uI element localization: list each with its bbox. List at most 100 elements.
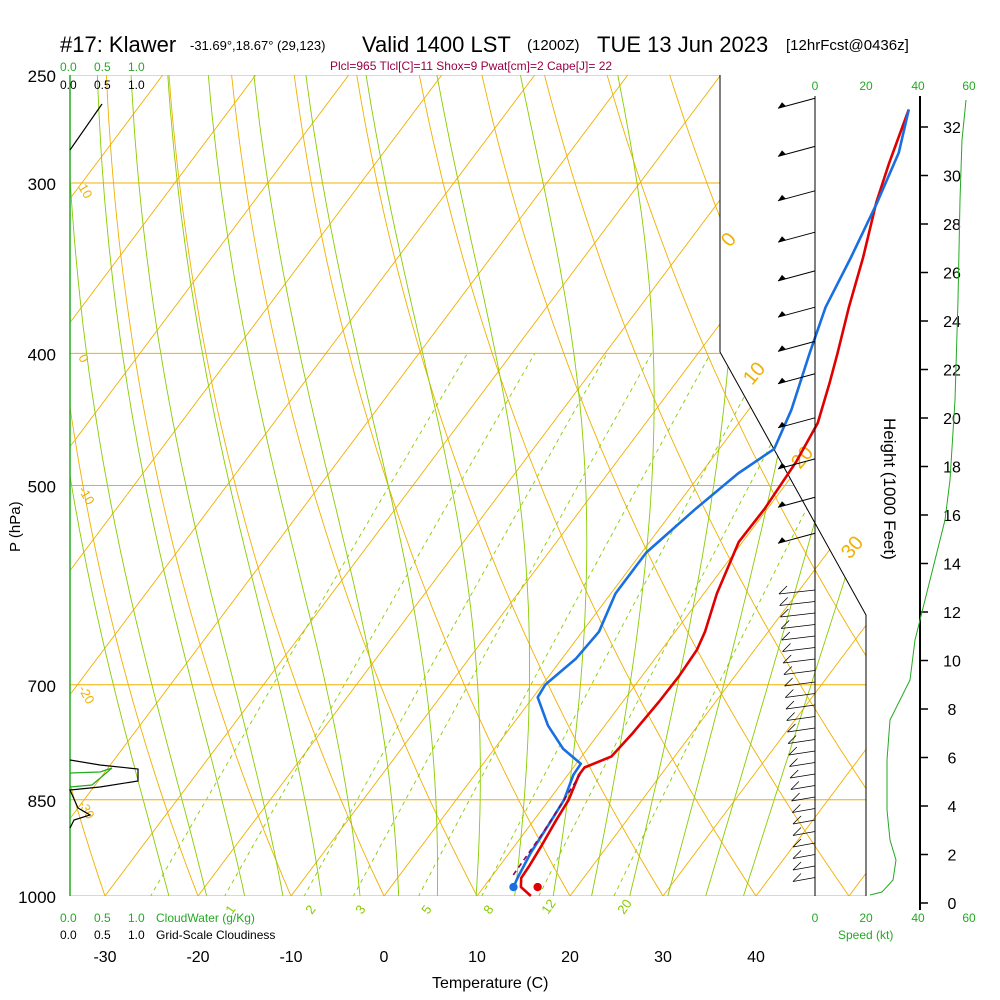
moist-adiabat-line	[129, 75, 289, 896]
moist-adiabat-line	[250, 75, 400, 896]
wind-barb-feather	[786, 712, 795, 721]
moist-adiabat-line	[96, 75, 252, 896]
dry-adiabat-line	[70, 75, 210, 896]
height-tick-label: 32	[943, 120, 961, 137]
isotherm-line	[662, 75, 866, 896]
station-title: #17: Klawer	[60, 32, 176, 57]
wind-barb-flag	[778, 537, 786, 544]
wind-barb-feather	[792, 838, 802, 848]
sounding-indices: Plcl=965 Tlcl[C]=11 Shox=9 Pwat[cm]=2 Ca…	[330, 59, 612, 73]
valid-date: TUE 13 Jun 2023	[597, 32, 768, 57]
moist-adiabat-line	[361, 75, 481, 896]
wind-barb-flag	[778, 194, 786, 201]
cw-bot-2: 1.0	[128, 911, 145, 925]
height-tick-label: 12	[943, 605, 961, 622]
wind-barb-feather	[783, 666, 793, 675]
height-tick-label: 22	[943, 363, 961, 380]
wind-barb-flag	[778, 377, 786, 384]
height-tick-label: 0	[948, 896, 957, 913]
mixing-ratio-line	[133, 353, 468, 896]
wind-barb-low	[792, 877, 816, 882]
speed-axis-top-label: 60	[962, 79, 976, 93]
wind-barb-feather	[784, 677, 793, 687]
moist-adiabat-line	[515, 75, 588, 896]
temperature-tick-label: 40	[747, 949, 765, 966]
height-tick-label: 8	[948, 702, 957, 719]
dry-adiabat-line	[352, 75, 682, 896]
pressure-tick-label: 700	[28, 677, 56, 696]
wind-barb-feather	[779, 597, 788, 606]
wind-barb-low	[788, 750, 816, 756]
wind-barb-flag	[778, 501, 786, 508]
height-tick-label: 30	[943, 169, 961, 186]
mixing-ratio-label: 20	[614, 896, 635, 916]
speed-axis-bottom-label: 40	[911, 911, 925, 925]
valid-time: Valid 1400 LST	[362, 32, 511, 57]
mixing-ratio-line	[466, 353, 768, 896]
mixing-ratio-line	[208, 353, 536, 896]
x-axis-title: Temperature (C)	[432, 975, 548, 992]
wind-barb-feather	[782, 643, 791, 652]
moist-adiabat-line	[70, 75, 214, 896]
temperature-profile	[519, 109, 911, 897]
wind-barb-flag	[778, 150, 786, 157]
mixing-ratio-line	[337, 353, 653, 896]
dry-adiabat-line	[228, 75, 493, 896]
mixing-ratio-line	[403, 353, 711, 896]
wind-barb-feather	[778, 585, 788, 595]
wind-barb-low	[792, 819, 816, 825]
moist-adiabat-line	[733, 75, 866, 896]
wind-barb-low	[782, 647, 816, 652]
isotherm-label: 10	[75, 181, 95, 201]
height-tick-label: 28	[943, 217, 961, 234]
wind-barb-low	[783, 670, 816, 675]
surface-dewpoint-marker	[509, 882, 518, 892]
station-coords: -31.69°,18.67° (29,123)	[190, 38, 325, 53]
cl-top-1: 0.5	[94, 78, 111, 92]
height-tick-label: 18	[943, 460, 961, 477]
cw-top-2: 1.0	[128, 60, 145, 74]
surface-temperature-marker	[533, 882, 542, 892]
cl-top-0: 0.0	[60, 78, 77, 92]
forecast-run: [12hrFcst@0436z]	[786, 37, 909, 54]
wind-barbs	[777, 96, 816, 896]
wind-barb-feather	[785, 700, 795, 710]
wind-barb-low	[787, 727, 816, 733]
y-axis-title: P (hPa)	[7, 501, 24, 552]
height-panel: 0020204040606002468101214161820222426283…	[812, 79, 976, 925]
wind-barb-feather	[792, 873, 802, 882]
height-tick-label: 10	[943, 654, 961, 671]
cloudiness-label: Grid-Scale Cloudiness	[156, 928, 275, 942]
wind-barb-low	[785, 693, 816, 698]
wind-barb-low	[786, 716, 816, 721]
wind-barb-low	[781, 624, 816, 629]
wind-barb-low	[792, 842, 816, 848]
wind-barb-feather	[782, 654, 792, 664]
height-tick-label: 6	[948, 751, 957, 768]
height-tick-label: 26	[943, 266, 961, 283]
wind-barb-low	[791, 796, 816, 802]
wind-barb-feather	[781, 631, 791, 641]
temperature-tick-label: -30	[93, 949, 116, 966]
wind-barb-low	[785, 704, 816, 710]
wind-barb-feather	[789, 758, 798, 767]
wind-barb-low	[783, 658, 816, 664]
cl-bot-1: 0.5	[94, 928, 111, 942]
isotherm-line	[70, 75, 257, 896]
dry-adiabat-line	[414, 75, 776, 896]
wind-barb-low	[788, 739, 816, 744]
wind-barb-feather	[792, 850, 802, 859]
speed-axis-bottom-label: 0	[812, 911, 819, 925]
wind-barb-feather	[792, 861, 802, 871]
wind-speed-profile	[869, 99, 967, 896]
sounding-profiles	[69, 103, 911, 897]
dry-adiabat-line	[290, 75, 587, 896]
cl-top-2: 1.0	[128, 78, 145, 92]
speed-axis-top-label: 40	[911, 79, 925, 93]
speed-axis-bottom-label: 60	[962, 911, 976, 925]
speed-axis-bottom-label: 20	[859, 911, 873, 925]
mixing-ratio-line	[288, 353, 608, 896]
wind-barb-low	[784, 681, 816, 687]
mixing-ratio-label: 12	[538, 896, 559, 916]
